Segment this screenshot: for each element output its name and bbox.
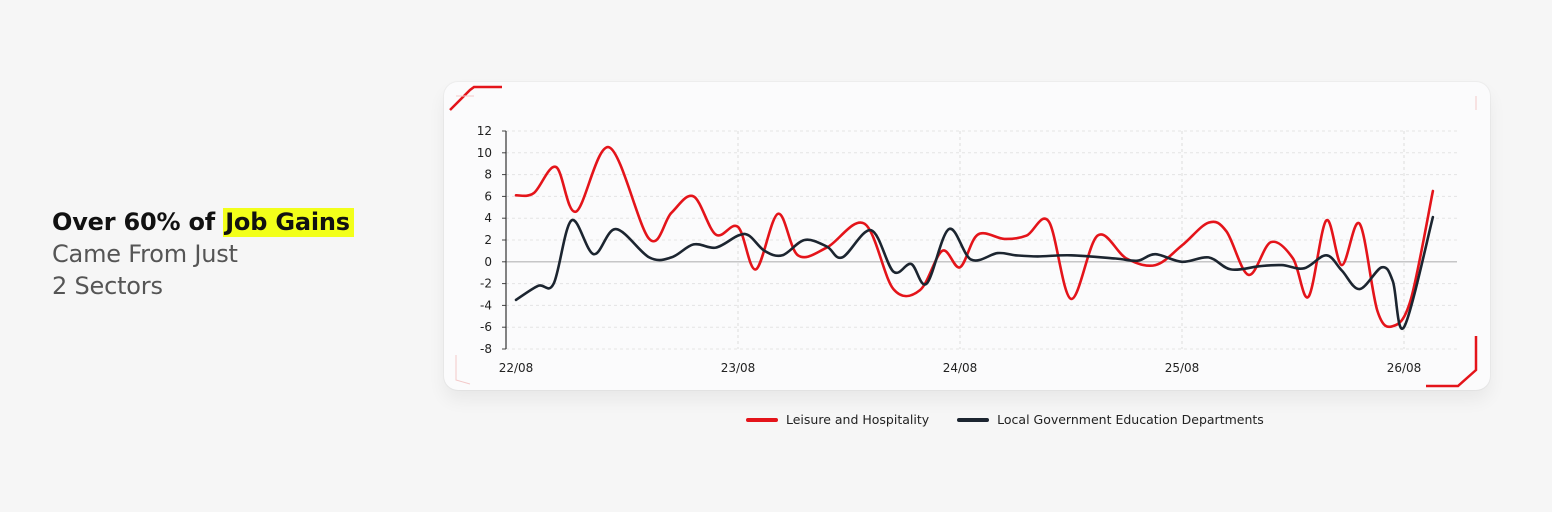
y-tick-label: 2 (484, 233, 492, 247)
legend-swatch-education (957, 417, 990, 422)
series-line-leisure (514, 146, 1435, 329)
x-tick-label: 23/08 (721, 361, 756, 375)
corner-faint-accents (455, 95, 1477, 385)
y-tick-label: 6 (484, 189, 492, 203)
y-tick-label: -6 (480, 320, 492, 334)
grid-lines (506, 130, 1457, 350)
x-tick-label: 26/08 (1387, 361, 1422, 375)
x-tick-label: 22/08 (499, 361, 534, 375)
y-tick-label: 10 (477, 146, 492, 160)
series-lines (514, 146, 1435, 331)
legend-label-leisure: Leisure and Hospitality (786, 412, 930, 427)
y-tick-label: 0 (484, 255, 492, 269)
legend-swatch-leisure (746, 417, 778, 422)
y-tick-label: -8 (480, 342, 492, 356)
x-tick-label: 24/08 (943, 361, 978, 375)
y-tick-label: 4 (484, 211, 492, 225)
frame-corners (449, 85, 1478, 388)
axes: 12 10 8 6 4 2 0 -2 -4 -6 -8 22/08 23/08 24/08 25/08 26/… (477, 124, 1422, 375)
y-tick-label: 12 (477, 124, 492, 138)
legend-item-education[interactable]: Local Government Education Departments (957, 412, 1264, 427)
chart-card (444, 82, 1490, 390)
y-tick-label: -2 (480, 277, 492, 291)
legend-label-education: Local Government Education Departments (997, 412, 1264, 427)
corner-bottom-right (1426, 336, 1478, 388)
legend-item-leisure[interactable]: Leisure and Hospitality (746, 412, 929, 427)
y-tick-label: 8 (484, 168, 492, 182)
series-line-education (514, 215, 1435, 331)
headline-line3: 2 Sectors (52, 272, 163, 300)
x-tick-label: 25/08 (1165, 361, 1200, 375)
headline-prefix: Over 60% of (52, 208, 224, 236)
headline-line2: Came From Just (52, 240, 238, 268)
headline-line1: Over 60% of Job Gains (52, 208, 354, 237)
headline-highlight: Job Gains (223, 208, 354, 237)
corner-top-left (449, 85, 502, 111)
headline: Over 60% of Job Gains Came From Just 2 S… (52, 206, 354, 302)
legend: Leisure and Hospitality Local Government… (746, 412, 1264, 427)
y-tick-label: -4 (480, 298, 492, 312)
